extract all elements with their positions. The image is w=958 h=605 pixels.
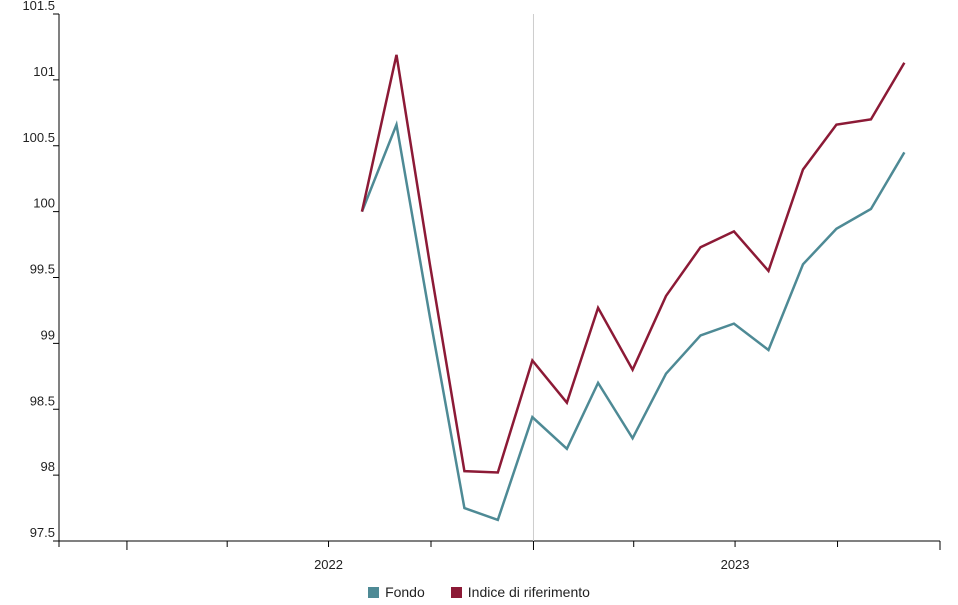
legend-swatch-indice [450,586,462,598]
y-axis: 97.5 98 98.5 99 99.5 100 100.5 101 101.5 [22,0,60,542]
y-tick-label: 100.5 [22,130,55,145]
series-line-fondo [360,120,906,522]
x-axis: 2022 2023 [58,540,941,572]
legend-item-indice[interactable]: Indice di riferimento [450,584,590,600]
y-tick-label: 101 [33,64,55,79]
legend: Fondo Indice di riferimento [0,584,958,600]
y-tick-label: 101.5 [22,0,55,13]
legend-label-fondo: Fondo [385,584,425,600]
y-tick-label: 97.5 [30,525,55,540]
legend-label-indice: Indice di riferimento [467,584,590,600]
y-tick-label: 99.5 [30,262,55,277]
y-tick-label: 100 [33,196,55,211]
x-tick-label: 2022 [314,557,343,572]
series-line-indice [360,54,906,474]
legend-swatch-fondo [368,586,380,598]
y-tick-label: 98 [41,459,55,474]
y-tick-label: 98.5 [30,393,55,408]
series-lines [360,54,906,522]
y-tick-label: 99 [41,327,55,342]
x-tick-label: 2023 [721,557,750,572]
legend-item-fondo[interactable]: Fondo [368,584,425,600]
